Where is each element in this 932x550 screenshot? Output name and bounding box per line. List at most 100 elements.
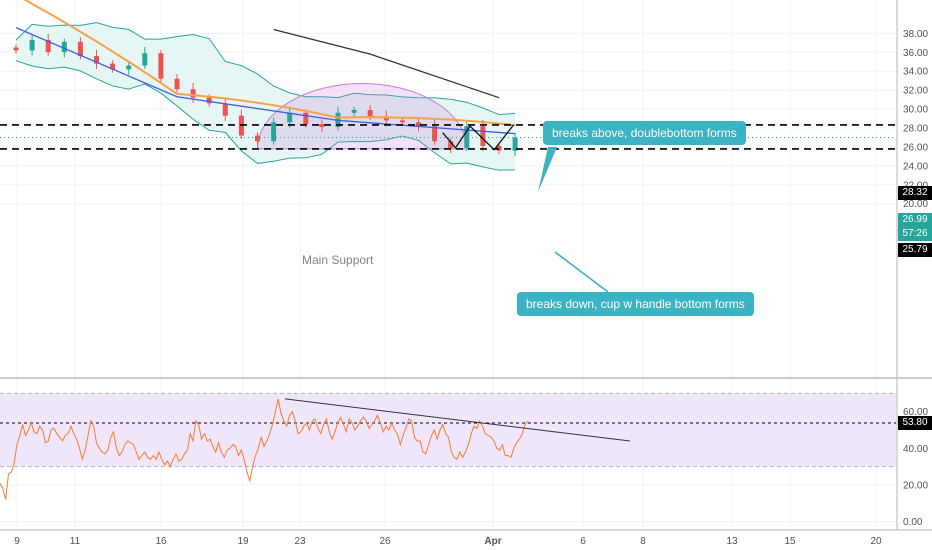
- callout-pointer-up: [538, 147, 557, 192]
- main-support-label[interactable]: Main Support: [302, 253, 374, 267]
- x-tick-label: 16: [155, 536, 167, 547]
- candle-body: [61, 41, 67, 53]
- candle: [110, 60, 116, 73]
- candle-body: [416, 122, 421, 127]
- price-tag-last-price: 26.99: [898, 213, 932, 227]
- candle: [45, 33, 51, 56]
- rsi-band: [0, 393, 896, 467]
- rsi-y-tick-label: 20.00: [903, 480, 928, 491]
- candle: [464, 121, 470, 152]
- price-tag-countdown: 57:26: [898, 227, 932, 241]
- x-tick-label: 26: [379, 536, 391, 547]
- candle-body: [480, 126, 486, 146]
- candle-body: [383, 116, 389, 121]
- candle: [158, 49, 164, 84]
- bollinger-bands: [15, 22, 516, 171]
- x-tick-label: 9: [14, 536, 20, 547]
- candle-body: [287, 112, 293, 123]
- rsi-line: [0, 398, 529, 500]
- x-tick-label: Apr: [484, 536, 501, 547]
- candle: [351, 106, 357, 119]
- candle-body: [158, 53, 164, 79]
- candle-body: [303, 112, 309, 125]
- candle-body: [94, 56, 99, 64]
- candle-body: [512, 137, 518, 151]
- candle-body: [190, 89, 196, 98]
- rsi-panel: [0, 377, 932, 500]
- candle-body: [319, 124, 325, 128]
- candle-body: [174, 78, 180, 90]
- y-tick-label: 26.00: [903, 142, 928, 153]
- candle: [142, 47, 148, 69]
- x-tick-label: 19: [237, 536, 249, 547]
- x-tick-label: 11: [70, 536, 81, 547]
- x-tick-label: 20: [870, 536, 882, 547]
- candle: [174, 74, 180, 93]
- candle-body: [222, 103, 228, 116]
- candle-body: [126, 65, 132, 70]
- candle-body: [271, 122, 277, 142]
- candle: [126, 60, 132, 75]
- candle: [222, 98, 228, 121]
- y-tick-label: 28.00: [903, 123, 928, 134]
- moving-averages: [15, 0, 516, 135]
- price-tag-upper-level: 28.32: [898, 186, 932, 200]
- x-tick-label: 15: [784, 536, 796, 547]
- moving-average-line: [273, 28, 500, 99]
- x-tick-label: 13: [726, 536, 738, 547]
- candle: [255, 132, 260, 147]
- candle-body: [29, 39, 35, 51]
- candle-body: [464, 126, 470, 148]
- candle: [319, 119, 325, 133]
- y-tick-label: 20.00: [903, 199, 928, 210]
- callout-breaks-above[interactable]: breaks above, doublebottom forms: [543, 121, 746, 145]
- callout-pointer-down: [554, 251, 609, 293]
- candle: [432, 119, 438, 145]
- candle-body: [399, 120, 405, 123]
- candle-body: [77, 41, 83, 57]
- rsi-trendline: [284, 398, 631, 442]
- y-tick-label: 32.00: [903, 86, 928, 97]
- x-tick-label: 23: [294, 536, 306, 547]
- w-pattern: [442, 124, 515, 151]
- candle: [94, 49, 99, 69]
- candle-body: [255, 135, 260, 142]
- bollinger-lower: [15, 60, 516, 171]
- candle: [13, 44, 19, 54]
- candle: [29, 35, 35, 56]
- candle: [271, 117, 277, 145]
- candle: [448, 137, 454, 154]
- price-tag-lower-level: 25.79: [898, 243, 932, 257]
- rsi-y-tick-label: 60.00: [903, 407, 928, 418]
- candle-body: [432, 126, 438, 142]
- candle: [512, 132, 518, 156]
- bollinger-upper: [15, 22, 516, 116]
- y-tick-label: 38.00: [903, 29, 928, 40]
- price-tag-rsi: 53.80: [898, 416, 932, 430]
- candle: [287, 106, 293, 128]
- rsi-y-tick-label: 0.00: [903, 517, 923, 528]
- rsi-y-tick-label: 40.00: [903, 444, 928, 455]
- candle-body: [13, 47, 19, 51]
- candle-body: [45, 39, 51, 53]
- callout-breaks-down[interactable]: breaks down, cup w handle bottom forms: [517, 292, 754, 316]
- horizontal-levels: [0, 124, 896, 150]
- candle-body: [351, 109, 357, 113]
- y-tick-label: 22.00: [903, 180, 928, 191]
- y-tick-label: 24.00: [903, 161, 928, 172]
- candle-body: [367, 109, 373, 117]
- w-pattern-line: [442, 124, 515, 151]
- moving-average-line: [23, 0, 516, 127]
- candle-body: [110, 63, 116, 70]
- candle-body: [448, 141, 454, 148]
- callout-pointers: [538, 147, 609, 293]
- y-tick-label: 34.00: [903, 67, 928, 78]
- x-tick-label: 8: [640, 536, 646, 547]
- y-tick-label: 30.00: [903, 105, 928, 116]
- candle-body: [142, 53, 148, 66]
- y-tick-label: 36.00: [903, 48, 928, 59]
- candle: [416, 117, 421, 132]
- moving-average-line: [15, 27, 516, 135]
